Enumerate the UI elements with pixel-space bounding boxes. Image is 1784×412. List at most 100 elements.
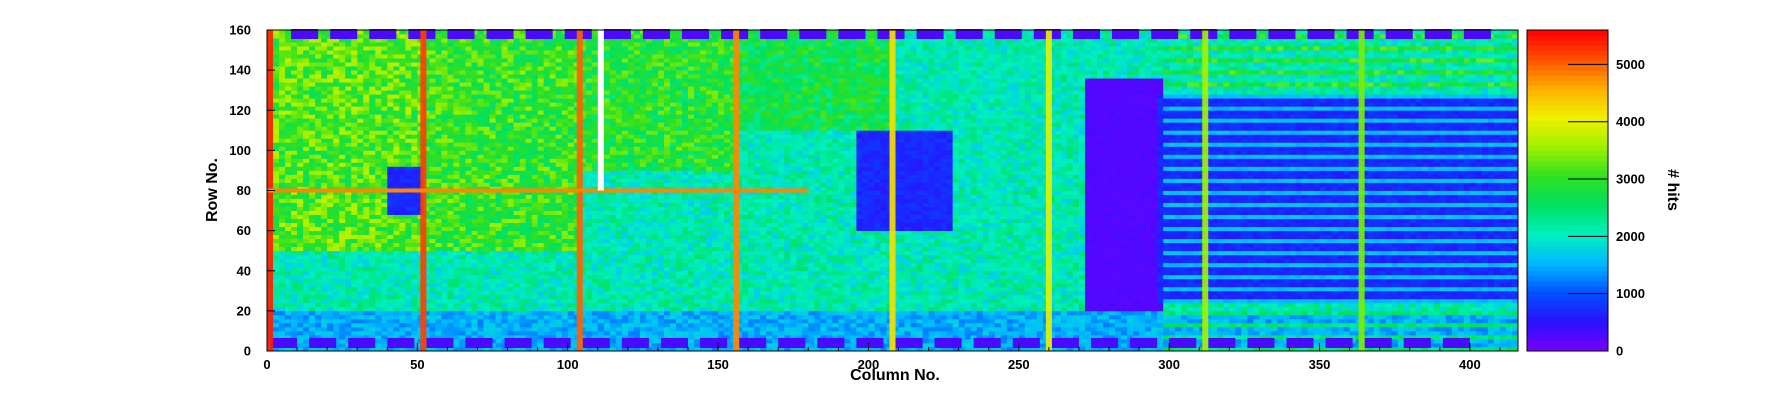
- heatmap-cell: [519, 266, 527, 272]
- heatmap-cell: [820, 294, 827, 300]
- heatmap-cell: [423, 266, 430, 272]
- heatmap-cell: [1499, 314, 1507, 320]
- heatmap-cell: [1373, 294, 1381, 300]
- heatmap-cell: [1427, 294, 1435, 300]
- heatmap-cell: [351, 258, 358, 264]
- heatmap-cell: [1127, 254, 1134, 260]
- heatmap-cell: [1277, 310, 1284, 316]
- heatmap-cell: [718, 286, 725, 292]
- heatmap-cell: [561, 258, 569, 264]
- heatmap-cell: [1096, 290, 1104, 296]
- heatmap-cell: [1259, 330, 1266, 336]
- heatmap-cell: [1469, 318, 1477, 324]
- heatmap-cell: [766, 310, 773, 316]
- heatmap-cell: [1217, 322, 1224, 328]
- heatmap-cell: [1205, 262, 1212, 268]
- heatmap-cell: [273, 278, 280, 284]
- heatmap-cell: [1289, 294, 1296, 300]
- heatmap-cell: [814, 298, 821, 304]
- heatmap-cell: [1505, 270, 1513, 276]
- heatmap-cell: [453, 310, 460, 316]
- heatmap-cell: [1151, 322, 1158, 328]
- heatmap-cell: [1090, 322, 1098, 328]
- heatmap-cell: [657, 302, 665, 308]
- heatmap-cell: [952, 274, 960, 280]
- heatmap-cell: [597, 318, 605, 324]
- heatmap-cell: [1151, 314, 1158, 320]
- heatmap-cell: [1283, 314, 1290, 320]
- heatmap-cell: [1121, 274, 1128, 280]
- heatmap-cell: [633, 326, 641, 332]
- heatmap-cell: [1511, 294, 1519, 300]
- heatmap-cell: [1000, 282, 1008, 288]
- heatmap-cell: [537, 338, 545, 344]
- heatmap-cell: [922, 262, 929, 268]
- heatmap-cell: [513, 302, 520, 308]
- heatmap-cell: [760, 326, 767, 332]
- heatmap-cell: [682, 262, 689, 268]
- heatmap-cell: [1505, 298, 1513, 304]
- heatmap-cell: [351, 330, 358, 336]
- heatmap-cell: [621, 302, 629, 308]
- heatmap-cell: [1367, 302, 1375, 308]
- heatmap-cell: [1223, 318, 1230, 324]
- heatmap-cell: [609, 266, 617, 272]
- heatmap-cell: [675, 282, 683, 288]
- heatmap-cell: [639, 286, 647, 292]
- heatmap-cell: [754, 314, 761, 320]
- heatmap-cell: [1205, 270, 1212, 276]
- heatmap-cell: [597, 290, 605, 296]
- heatmap-cell: [880, 338, 887, 344]
- heatmap-cell: [1493, 274, 1501, 280]
- heatmap-cell: [447, 278, 454, 284]
- heatmap-cell: [309, 266, 316, 272]
- heatmap-cell: [934, 306, 942, 312]
- heatmap-cell: [976, 270, 984, 276]
- heatmap-cell: [808, 298, 815, 304]
- heatmap-cell: [1048, 278, 1056, 284]
- heatmap-cell: [874, 318, 881, 324]
- heatmap-cell: [934, 274, 942, 280]
- heatmap-cell: [904, 318, 911, 324]
- heatmap-cell: [1427, 278, 1435, 284]
- heatmap-cell: [351, 274, 358, 280]
- heatmap-cell: [567, 290, 575, 296]
- heatmap-cell: [1397, 254, 1405, 260]
- heatmap-cell: [988, 298, 996, 304]
- heatmap-cell: [1036, 346, 1044, 352]
- heatmap-cell: [982, 346, 990, 352]
- heatmap-cell: [615, 310, 623, 316]
- heatmap-cell: [651, 326, 659, 332]
- heatmap-cell: [790, 322, 797, 328]
- heatmap-cell: [958, 334, 966, 340]
- heatmap-cell: [1469, 274, 1477, 280]
- heatmap-cell: [477, 290, 484, 296]
- heatmap-cell: [874, 346, 881, 352]
- heatmap-cell: [1103, 298, 1110, 304]
- heatmap-cell: [694, 274, 701, 280]
- heatmap-cell: [778, 262, 785, 268]
- heatmap-cell: [381, 334, 388, 340]
- heatmap-cell: [1271, 274, 1278, 280]
- heatmap-cell: [694, 278, 701, 284]
- heatmap-cell: [994, 310, 1002, 316]
- heatmap-cell: [1121, 294, 1128, 300]
- heatmap-cell: [778, 334, 785, 340]
- heatmap-cell: [447, 266, 454, 272]
- heatmap-cell: [603, 302, 611, 308]
- heatmap-cell: [345, 282, 352, 288]
- heatmap-cell: [712, 322, 719, 328]
- heatmap-cell: [916, 286, 923, 292]
- heatmap-cell: [471, 306, 478, 312]
- heatmap-cell: [495, 294, 502, 300]
- heatmap-cell: [1241, 298, 1248, 304]
- heatmap-cell: [675, 278, 683, 284]
- heatmap-cell: [1115, 298, 1122, 304]
- heatmap-cell: [519, 326, 527, 332]
- heatmap-cell: [856, 254, 863, 260]
- heatmap-cell: [910, 270, 917, 276]
- heatmap-cell: [1187, 346, 1194, 352]
- heatmap-cell: [976, 318, 984, 324]
- heatmap-cell: [874, 262, 881, 268]
- heatmap-cell: [411, 258, 418, 264]
